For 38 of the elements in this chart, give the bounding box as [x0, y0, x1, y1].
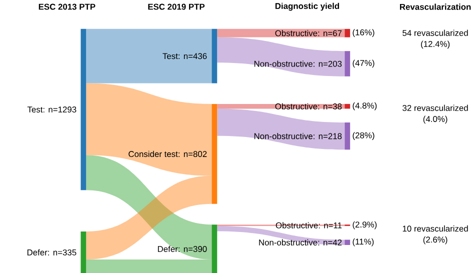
text: ESC 2019 PTP — [148, 4, 205, 10]
category-label: Non-obstructive — [254, 60, 312, 67]
data-label: : n=436 — [178, 53, 207, 59]
data-label: : n=203 — [314, 60, 342, 67]
category-label: Defer — [27, 249, 48, 256]
data-label: : n=67 — [318, 30, 342, 36]
category-label: Defer — [158, 246, 178, 252]
text: 10 revascularized — [402, 225, 468, 232]
text: (28%) — [352, 132, 374, 140]
text: (4.0%) — [423, 116, 448, 124]
category-label: Obstructive — [275, 30, 318, 36]
text: Diagnostic yield — [275, 2, 340, 11]
data-label: : n=390 — [178, 246, 207, 252]
category-label: Test — [27, 106, 43, 112]
text: (11%) — [352, 238, 374, 246]
text: 32 revascularized — [402, 104, 468, 111]
category-label: Test — [162, 53, 178, 59]
text: (2.6%) — [423, 236, 448, 244]
category-label: Non-obstructive — [259, 239, 318, 246]
text: (16%) — [352, 29, 374, 37]
data-label: : n=1293 — [43, 106, 76, 112]
category-label: Non-obstructive — [254, 132, 312, 140]
text: 54 revascularized — [402, 30, 468, 36]
text: (12.4%) — [421, 40, 450, 49]
text: ESC 2013 PTP — [38, 4, 96, 10]
text: Revascularization — [400, 4, 471, 10]
data-label: : n=11 — [318, 222, 342, 228]
data-label: : n=802 — [178, 150, 207, 157]
category-label: Obstructive — [275, 103, 318, 110]
text: (47%) — [352, 60, 374, 68]
text: (2.9%) — [352, 221, 377, 230]
data-label: : n=335 — [48, 249, 76, 256]
data-label: : n=218 — [314, 133, 342, 140]
text: (4.8%) — [352, 102, 377, 110]
category-label: Obstructive — [276, 222, 318, 228]
data-label: : n=38 — [318, 103, 342, 110]
data-label: : n=42 — [318, 239, 342, 246]
category-label: Consider test — [128, 150, 178, 157]
